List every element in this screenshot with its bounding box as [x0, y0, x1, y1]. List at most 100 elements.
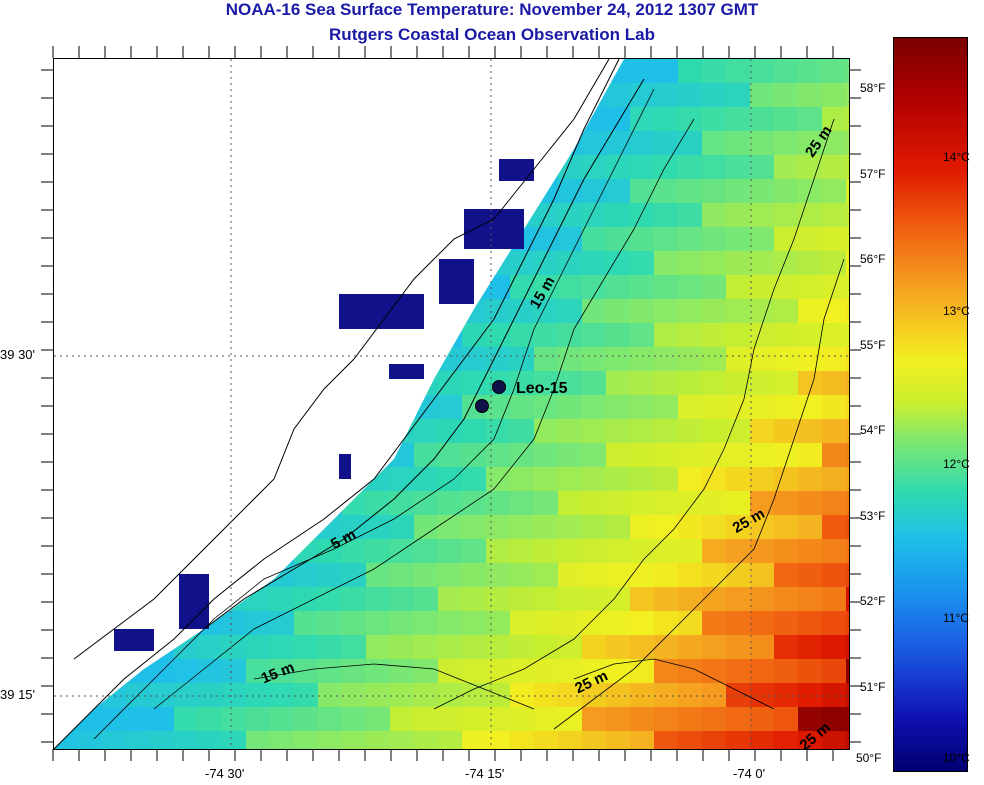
sst-cell [822, 443, 846, 467]
sst-cell [534, 467, 558, 491]
sst-cell [750, 635, 774, 659]
sst-cell [822, 83, 846, 107]
sst-cell [678, 179, 702, 203]
sst-cell [438, 635, 462, 659]
colorbar-tick-f: 58°F [860, 81, 886, 96]
sst-cell [486, 467, 510, 491]
sst-cell [582, 587, 606, 611]
sst-cell [438, 587, 462, 611]
sst-cell [678, 155, 702, 179]
sst-cell [414, 659, 438, 683]
sst-cell [486, 731, 510, 749]
sst-cell [798, 83, 822, 107]
sst-cell [630, 683, 654, 707]
sst-cell [822, 563, 846, 587]
sst-cell [774, 731, 798, 749]
sst-cell [558, 323, 582, 347]
colorbar-tick-f: 54°F [860, 423, 886, 438]
sst-cell [270, 587, 294, 611]
sst-cell [390, 539, 414, 563]
sst-cell [198, 635, 222, 659]
sst-cell [822, 203, 846, 227]
sst-cell [558, 347, 582, 371]
sst-cell [390, 659, 414, 683]
sst-cell [678, 443, 702, 467]
sst-cell [654, 203, 678, 227]
sst-cell [798, 323, 822, 347]
sst-cell [750, 107, 774, 131]
sst-cell [798, 347, 822, 371]
sst-cell [510, 611, 534, 635]
sst-cell [822, 227, 846, 251]
sst-cell [486, 635, 510, 659]
sst-cell [846, 539, 849, 563]
sst-cell [654, 275, 678, 299]
sst-cell [630, 731, 654, 749]
sst-cell [654, 731, 678, 749]
sst-cell [678, 563, 702, 587]
sst-cell [510, 659, 534, 683]
sst-cell [342, 635, 366, 659]
sst-cell [702, 467, 726, 491]
sst-cell [822, 731, 846, 749]
sst-cell [438, 371, 462, 395]
sst-cell [654, 107, 678, 131]
sst-cell [246, 731, 270, 749]
sst-cell [582, 491, 606, 515]
sst-cell [750, 731, 774, 749]
sst-cell [654, 515, 678, 539]
sst-cell [774, 131, 798, 155]
sst-cell [654, 659, 678, 683]
sst-cell [702, 203, 726, 227]
sst-cell [558, 731, 582, 749]
sst-cell [390, 683, 414, 707]
sst-cell [366, 707, 390, 731]
sst-cell [702, 227, 726, 251]
sst-cell [654, 83, 678, 107]
sst-cell [750, 131, 774, 155]
sst-cell [702, 83, 726, 107]
sst-cell [774, 611, 798, 635]
sst-cell [822, 299, 846, 323]
colorbar-tick-c: 11°C [943, 611, 969, 626]
sst-cell [414, 707, 438, 731]
sst-cell [846, 323, 849, 347]
sst-cell [750, 563, 774, 587]
sst-cell [630, 107, 654, 131]
sst-cell [822, 419, 846, 443]
sst-cell [822, 323, 846, 347]
sst-cell [702, 539, 726, 563]
sst-cell [366, 611, 390, 635]
sst-cell [654, 587, 678, 611]
sst-cell [846, 155, 849, 179]
sst-cell [582, 635, 606, 659]
sst-cell [222, 659, 246, 683]
sst-cell [774, 539, 798, 563]
sst-cell [702, 107, 726, 131]
sst-cell [558, 251, 582, 275]
sst-cell [846, 107, 849, 131]
sst-cell [534, 371, 558, 395]
sst-cell [630, 155, 654, 179]
sst-cell [846, 683, 849, 707]
sst-cell [822, 371, 846, 395]
sst-cell [702, 155, 726, 179]
sst-cell [582, 179, 606, 203]
grid-lines [54, 59, 849, 749]
sst-cell [654, 347, 678, 371]
sst-cell [774, 155, 798, 179]
sst-cell [606, 539, 630, 563]
sst-cell [846, 467, 849, 491]
sst-cell [438, 491, 462, 515]
sst-cell [726, 419, 750, 443]
sst-cell [702, 131, 726, 155]
sst-cell [486, 563, 510, 587]
sst-cell [510, 419, 534, 443]
sst-cell [606, 491, 630, 515]
sst-cell [822, 179, 846, 203]
sst-cell [630, 443, 654, 467]
sst-cell [582, 611, 606, 635]
sst-cell [270, 635, 294, 659]
sst-cell [774, 371, 798, 395]
sst-cell [174, 707, 198, 731]
